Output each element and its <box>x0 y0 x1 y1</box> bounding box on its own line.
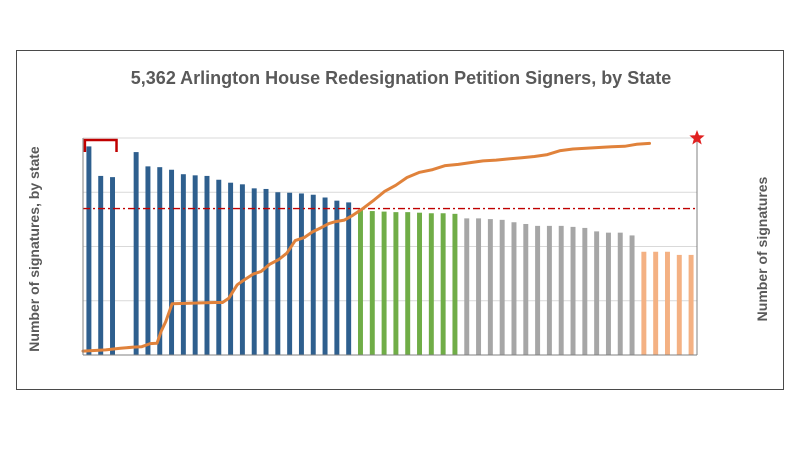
bar-ne <box>487 219 493 355</box>
axes <box>82 138 698 356</box>
chart-title: 5,362 Arlington House Redesignation Peti… <box>131 68 671 88</box>
bar-vt <box>617 232 623 355</box>
bar-in <box>346 202 352 355</box>
bar-tn <box>334 200 340 355</box>
bar-il <box>228 182 234 355</box>
bar-or <box>298 193 304 355</box>
bar-nj <box>239 184 245 355</box>
bar-az <box>287 192 293 355</box>
bar-va <box>86 146 92 355</box>
bar-md <box>98 175 104 355</box>
dmv-bracket <box>83 138 118 152</box>
bar-mt <box>676 254 682 355</box>
annotations <box>83 130 705 152</box>
bar-wa <box>180 174 186 355</box>
bar-ms <box>417 212 422 355</box>
bar-mi <box>310 194 316 355</box>
bar-nc <box>204 175 210 355</box>
bar-sd <box>688 254 694 355</box>
bar-sc <box>358 209 363 355</box>
bar-wv <box>523 223 529 355</box>
bar-nd <box>653 251 659 355</box>
gridlines <box>83 137 697 356</box>
bar-ma <box>275 192 281 355</box>
bar-nv <box>405 212 411 355</box>
bar-fl <box>169 169 175 355</box>
bar-ok <box>499 219 505 355</box>
bar-wy <box>665 251 670 355</box>
bar-id <box>546 225 552 355</box>
bar-ut <box>393 212 399 355</box>
bar-ar <box>582 227 588 355</box>
bar-ct <box>452 213 458 355</box>
bar-nh <box>629 235 635 355</box>
bar-ia <box>535 225 541 355</box>
bar-me <box>558 225 564 355</box>
bar-mo <box>322 197 328 355</box>
bar-al <box>440 213 446 355</box>
bar-mn <box>428 213 434 355</box>
bar-dc <box>110 177 115 355</box>
chart-canvas: 5,362 Arlington House Redesignation Peti… <box>26 68 770 356</box>
bar-ri <box>605 232 611 355</box>
bar-wi <box>381 211 387 355</box>
right-axis-title: Number of signatures <box>754 176 770 321</box>
target-star-icon <box>689 130 705 145</box>
bar-tx <box>157 167 163 355</box>
bar-hi <box>570 226 576 355</box>
bar-ny <box>145 166 151 355</box>
bar-co <box>216 179 222 355</box>
bar-ks <box>464 218 470 355</box>
bar-nm <box>511 222 517 355</box>
bar-oh <box>251 188 257 355</box>
cumulative-line-group <box>81 141 651 353</box>
bar-series <box>86 146 694 355</box>
bar-ky <box>476 218 482 355</box>
left-axis-title: Number of signatures, by state <box>26 146 42 352</box>
bar-ak <box>641 251 647 355</box>
bar-ga <box>263 188 269 355</box>
cumulative-signatures-line <box>81 141 651 353</box>
bar-pa <box>192 175 198 355</box>
bar-de <box>594 231 600 355</box>
chart-frame: 5,362 Arlington House Redesignation Peti… <box>16 50 784 390</box>
bar-la <box>369 211 375 355</box>
bar-ca <box>133 152 139 355</box>
